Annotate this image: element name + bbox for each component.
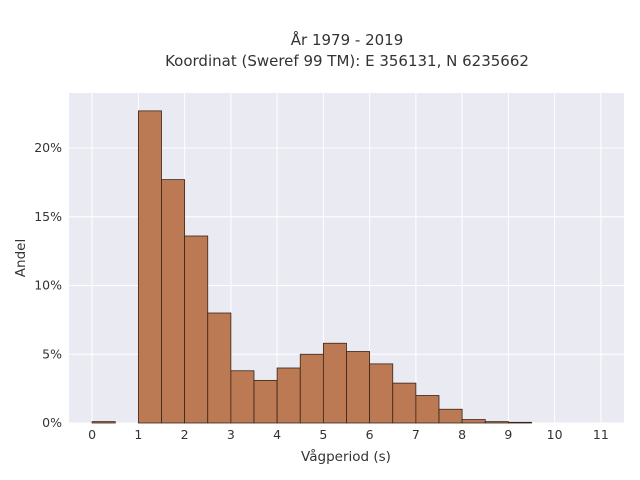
chart-title-line-1: År 1979 - 2019 [291, 30, 404, 49]
y-tick-label-1: 5% [42, 346, 62, 361]
x-tick-label-0: 0 [88, 427, 96, 442]
chart-title-line-2: Koordinat (Sweref 99 TM): E 356131, N 62… [165, 52, 529, 70]
histogram-bar-10 [322, 342, 347, 424]
x-tick-label-10: 10 [547, 427, 563, 442]
histogram-bar-6 [230, 370, 255, 424]
x-tick-label-3: 3 [227, 427, 235, 442]
histogram-bar-13 [392, 382, 417, 424]
histogram-bar-17 [484, 421, 509, 424]
histogram-bar-0 [91, 421, 116, 424]
histogram-bar-8 [276, 367, 301, 424]
histogram-bar-12 [369, 363, 394, 424]
x-tick-label-8: 8 [458, 427, 466, 442]
histogram-bar-2 [137, 110, 162, 424]
histogram-bar-16 [461, 419, 486, 424]
x-tick-label-5: 5 [319, 427, 327, 442]
x-axis-label: Vågperiod (s) [301, 448, 391, 465]
histogram-bars [91, 110, 532, 424]
histogram-bar-9 [299, 353, 324, 424]
x-tick-label-2: 2 [181, 427, 189, 442]
x-tick-label-7: 7 [412, 427, 420, 442]
histogram-bar-11 [346, 351, 371, 424]
y-tick-label-0: 0% [42, 415, 62, 430]
histogram-bar-3 [161, 179, 186, 424]
histogram-bar-5 [207, 312, 232, 424]
histogram-bar-18 [507, 421, 532, 424]
histogram-bar-7 [253, 379, 278, 424]
y-tick-label-4: 20% [34, 140, 62, 155]
y-axis-label: Andel [13, 239, 29, 277]
y-tick-label-2: 10% [34, 278, 62, 293]
x-axis-ticks: 0 1 2 3 4 5 6 7 8 9 10 11 [88, 427, 609, 442]
y-axis-ticks: 0% 5% 10% 15% 20% [34, 140, 62, 430]
y-tick-label-3: 15% [34, 209, 62, 224]
x-tick-label-1: 1 [134, 427, 142, 442]
x-tick-label-11: 11 [593, 427, 609, 442]
histogram-bar-4 [184, 235, 209, 424]
x-tick-label-9: 9 [504, 427, 512, 442]
x-tick-label-6: 6 [366, 427, 374, 442]
histogram-bar-15 [438, 408, 463, 424]
histogram-bar-14 [415, 395, 440, 424]
x-tick-label-4: 4 [273, 427, 281, 442]
